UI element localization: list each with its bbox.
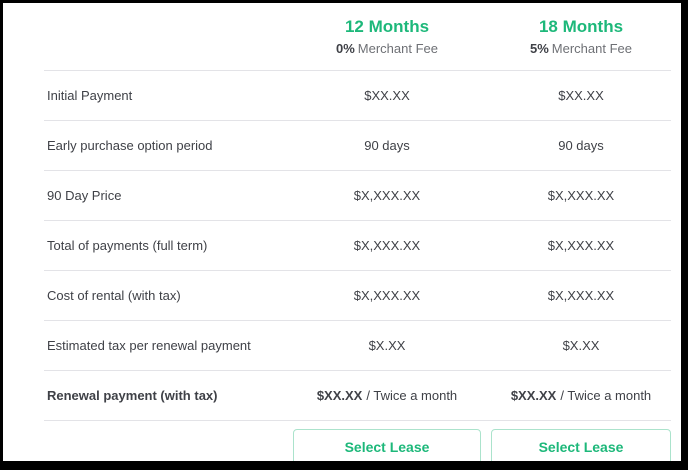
renewal-frequency: / Twice a month: [366, 388, 458, 403]
row-label: Early purchase option period: [47, 138, 213, 153]
row-value-18-months: $XX.XX: [558, 88, 604, 103]
renewal-amount: $XX.XX: [510, 388, 557, 403]
select-lease-button-18-months[interactable]: Select Lease: [491, 429, 671, 461]
row-value-12-months: $XX.XX / Twice a month: [293, 388, 481, 403]
row-estimated-tax-per-renewal-payment: Estimated tax per renewal payment $X.XX …: [44, 321, 671, 371]
row-value-12-months: $X,XXX.XX: [353, 188, 421, 203]
row-value-18-months: 90 days: [558, 138, 604, 153]
table-header-row: 12 Months 0% Merchant Fee 18 Months 5% Mer…: [44, 11, 671, 71]
row-value-12-months: $X,XXX.XX: [353, 238, 421, 253]
fee-percent: 0%: [336, 41, 355, 57]
merchant-fee-18-months: 5% Merchant Fee: [491, 41, 671, 56]
fee-label: Merchant Fee: [551, 41, 632, 57]
row-value-12-months: $XX.XX: [364, 88, 410, 103]
row-value-12-months: $X,XXX.XX: [353, 288, 421, 303]
row-label: Total of payments (full term): [47, 238, 208, 253]
lease-comparison-table: 12 Months 0% Merchant Fee 18 Months 5% Mer…: [44, 11, 671, 461]
row-value-18-months: $XX.XX / Twice a month: [491, 388, 671, 403]
row-90-day-price: 90 Day Price $X,XXX.XX $X,XXX.XX: [44, 171, 671, 221]
merchant-fee-12-months: 0% Merchant Fee: [293, 41, 481, 56]
row-value-12-months: 90 days: [364, 138, 410, 153]
row-value-18-months: $X,XXX.XX: [547, 188, 615, 203]
row-label: Renewal payment (with tax): [47, 388, 218, 403]
row-total-of-payments: Total of payments (full term) $X,XXX.XX …: [44, 221, 671, 271]
term-title-18-months: 18 Months: [538, 17, 624, 36]
row-value-12-months: $X.XX: [368, 338, 406, 353]
row-value-18-months: $X,XXX.XX: [547, 238, 615, 253]
fee-label: Merchant Fee: [357, 41, 438, 57]
column-header-12-months: 12 Months 0% Merchant Fee: [293, 17, 481, 56]
column-header-18-months: 18 Months 5% Merchant Fee: [491, 17, 671, 56]
select-lease-button-12-months[interactable]: Select Lease: [293, 429, 481, 461]
row-label: Cost of rental (with tax): [47, 288, 181, 303]
row-label: Estimated tax per renewal payment: [47, 338, 251, 353]
row-value-18-months: $X,XXX.XX: [547, 288, 615, 303]
term-title-12-months: 12 Months: [344, 17, 430, 36]
fee-percent: 5%: [530, 41, 549, 57]
buttons-row: Select Lease Select Lease: [44, 429, 671, 461]
renewal-frequency: / Twice a month: [560, 388, 652, 403]
row-value-18-months: $X.XX: [562, 338, 600, 353]
row-label: 90 Day Price: [47, 188, 122, 203]
row-renewal-payment: Renewal payment (with tax) $XX.XX / Twice…: [44, 371, 671, 421]
renewal-amount: $XX.XX: [316, 388, 363, 403]
row-cost-of-rental: Cost of rental (with tax) $X,XXX.XX $X,X…: [44, 271, 671, 321]
row-label: Initial Payment: [47, 88, 133, 103]
row-initial-payment: Initial Payment $XX.XX $XX.XX: [44, 71, 671, 121]
row-early-purchase-option-period: Early purchase option period 90 days 90 …: [44, 121, 671, 171]
